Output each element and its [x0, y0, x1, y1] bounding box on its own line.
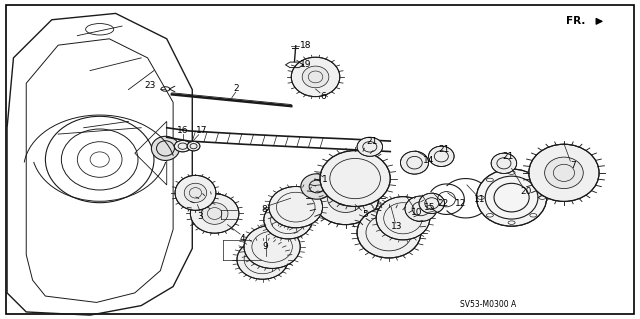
Text: 21: 21: [439, 145, 450, 154]
Text: 19: 19: [300, 60, 311, 69]
Text: 10: 10: [411, 208, 422, 217]
Text: 23: 23: [144, 81, 156, 90]
Text: 4: 4: [239, 234, 245, 243]
Ellipse shape: [244, 225, 300, 269]
Text: FR.: FR.: [566, 16, 585, 26]
Text: 9: 9: [263, 242, 269, 251]
Ellipse shape: [264, 201, 312, 239]
Ellipse shape: [152, 136, 179, 160]
Ellipse shape: [291, 57, 340, 97]
Ellipse shape: [429, 146, 454, 167]
Ellipse shape: [545, 157, 583, 189]
Text: 8: 8: [261, 205, 267, 214]
Ellipse shape: [312, 171, 379, 225]
Ellipse shape: [529, 144, 599, 201]
Text: 2: 2: [233, 85, 239, 93]
Ellipse shape: [476, 169, 547, 226]
Text: 13: 13: [391, 222, 403, 231]
Ellipse shape: [301, 174, 333, 199]
Ellipse shape: [184, 183, 207, 203]
Text: 21: 21: [502, 152, 514, 161]
Ellipse shape: [376, 197, 430, 240]
Ellipse shape: [174, 140, 191, 152]
Ellipse shape: [401, 151, 429, 174]
Text: 12: 12: [455, 199, 466, 208]
Ellipse shape: [320, 151, 390, 206]
Ellipse shape: [187, 141, 200, 151]
Text: 15: 15: [424, 203, 436, 211]
Text: 11: 11: [474, 195, 485, 204]
Ellipse shape: [405, 196, 437, 221]
Ellipse shape: [175, 175, 216, 210]
Text: 16: 16: [177, 126, 188, 135]
Text: 22: 22: [437, 199, 448, 208]
Text: 3: 3: [197, 211, 203, 220]
Ellipse shape: [190, 194, 239, 233]
Text: 20: 20: [520, 187, 531, 196]
Ellipse shape: [269, 187, 323, 228]
Ellipse shape: [302, 66, 329, 88]
Text: 17: 17: [196, 126, 207, 135]
Ellipse shape: [491, 153, 516, 174]
Ellipse shape: [237, 240, 288, 279]
Text: 7: 7: [570, 161, 576, 170]
Text: 14: 14: [423, 156, 435, 165]
Text: 21: 21: [367, 137, 378, 145]
Text: 6: 6: [320, 92, 326, 101]
Ellipse shape: [327, 183, 364, 212]
Text: 5: 5: [362, 210, 367, 219]
Text: SV53-M0300 A: SV53-M0300 A: [461, 300, 516, 309]
Ellipse shape: [357, 137, 383, 156]
Text: 18: 18: [300, 41, 311, 50]
Text: 1: 1: [322, 175, 328, 184]
Ellipse shape: [357, 207, 421, 258]
Ellipse shape: [419, 193, 445, 213]
Ellipse shape: [202, 203, 228, 224]
